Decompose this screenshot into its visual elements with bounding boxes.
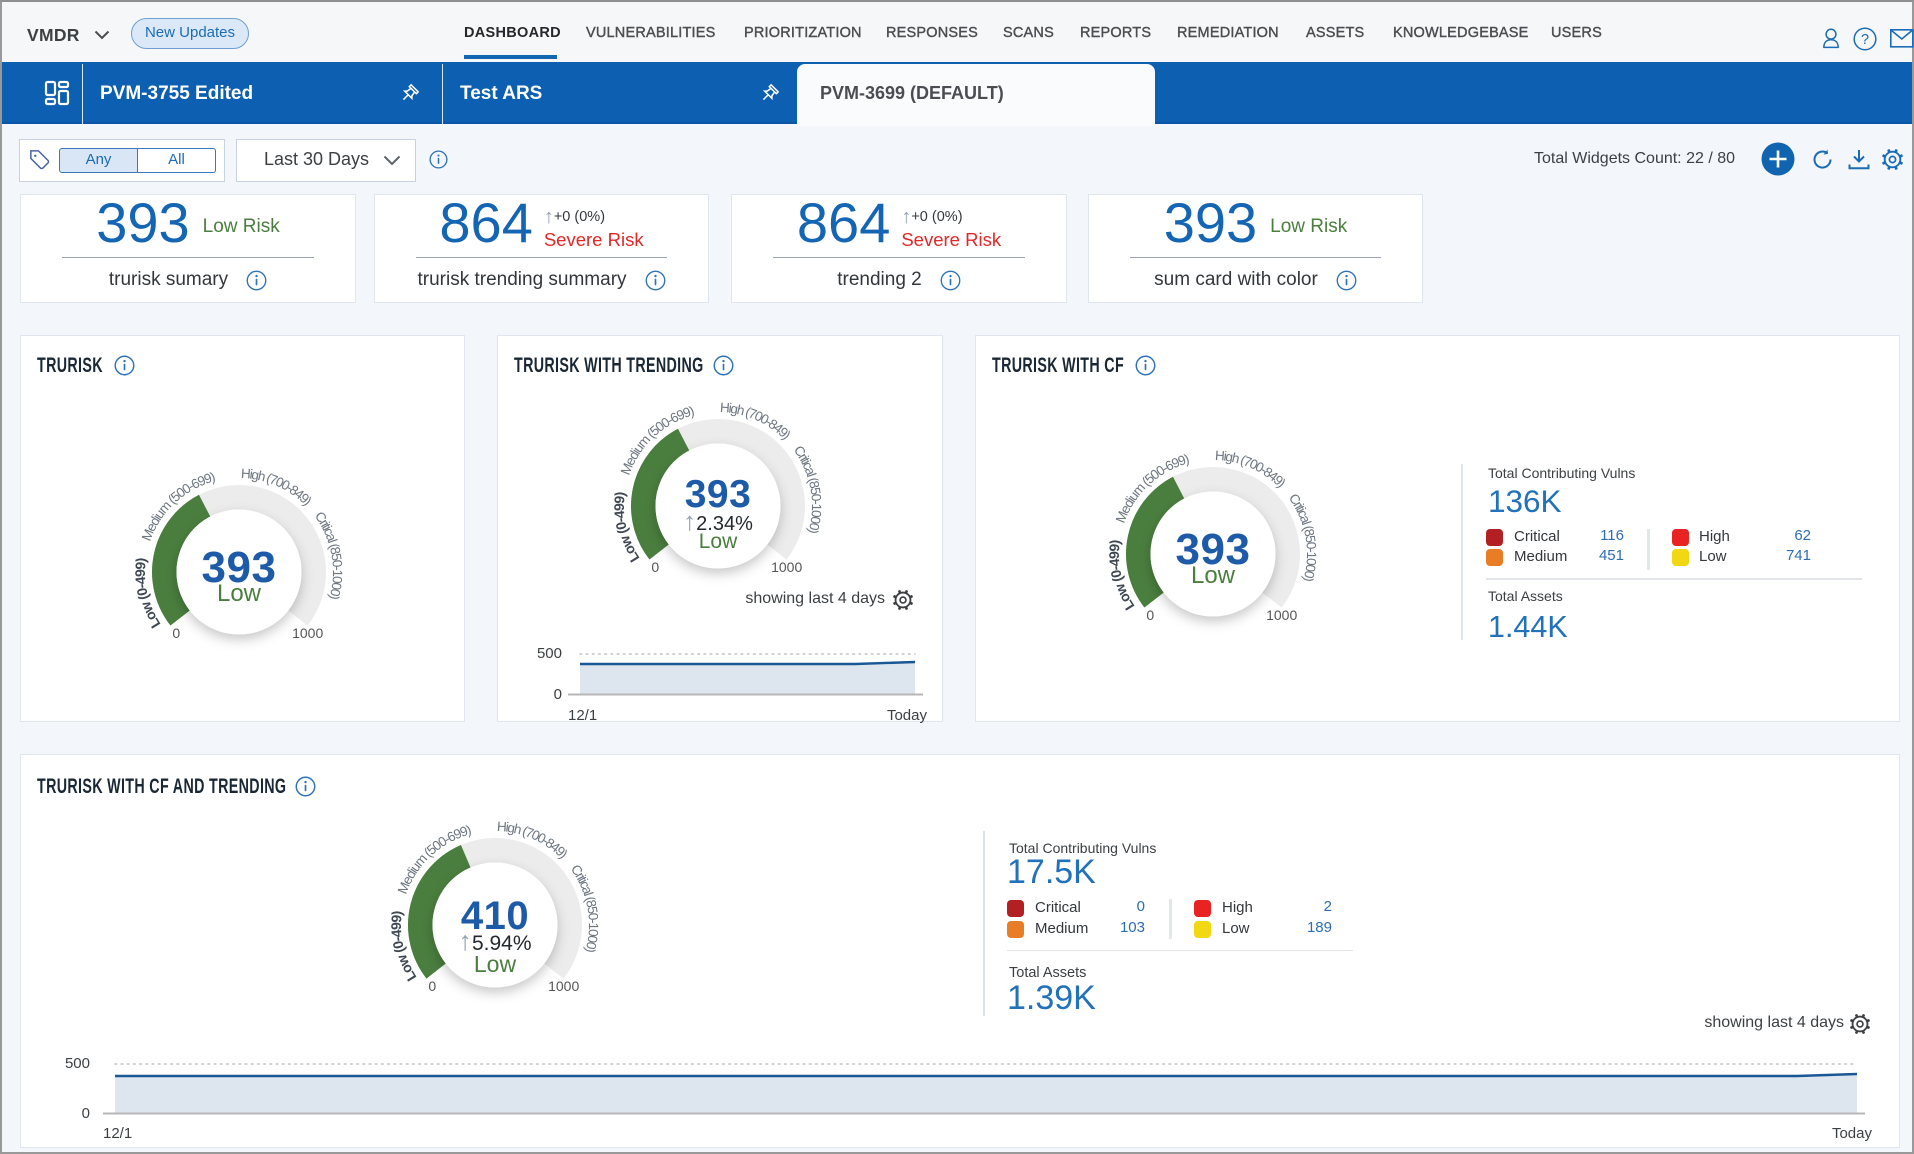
svg-text:?: ?	[1861, 32, 1869, 48]
svg-text:Low: Low	[1191, 562, 1236, 589]
svg-text:Low: Low	[217, 580, 262, 607]
svg-text:410: 410	[461, 894, 529, 938]
svg-text:0: 0	[172, 625, 180, 641]
svg-text:0: 0	[651, 559, 659, 575]
svg-text:393: 393	[685, 473, 752, 516]
svg-text:1000: 1000	[771, 559, 802, 575]
svg-text:393: 393	[1176, 525, 1251, 574]
svg-text:1000: 1000	[548, 978, 579, 994]
svg-text:Low: Low	[699, 530, 738, 553]
svg-text:1000: 1000	[1266, 607, 1297, 623]
svg-text:0: 0	[428, 978, 436, 994]
svg-text:1000: 1000	[292, 625, 323, 641]
svg-text:Low: Low	[474, 951, 517, 977]
svg-text:393: 393	[202, 543, 277, 592]
svg-text:0: 0	[1146, 607, 1154, 623]
